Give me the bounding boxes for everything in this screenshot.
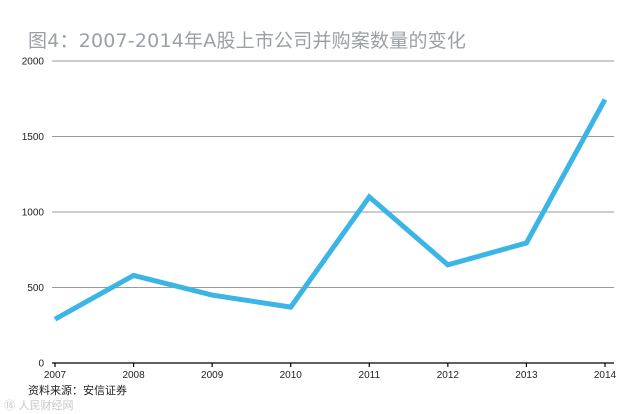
watermark: ⑱ 人民财经网 <box>4 399 74 412</box>
x-tick-label: 2012 <box>437 370 460 381</box>
x-tick-label: 2013 <box>515 370 538 381</box>
y-tick-label: 0 <box>38 359 44 370</box>
grid-lines <box>52 60 614 364</box>
series-layer <box>53 98 608 322</box>
x-tick-label: 2014 <box>594 370 617 381</box>
x-axis-ticks: 2007 2008 2009 2010 2011 2012 2013 2014 <box>44 363 617 381</box>
source-note: 资料来源：安信证券 <box>28 384 127 397</box>
x-tick-label: 2010 <box>280 370 303 381</box>
series-line-0 <box>53 98 608 322</box>
y-tick-label: 500 <box>27 283 44 294</box>
x-tick-label: 2011 <box>359 370 381 381</box>
y-tick-label: 1000 <box>22 208 45 219</box>
y-tick-label: 1500 <box>22 132 45 143</box>
x-tick-label: 2008 <box>122 370 145 381</box>
y-axis-ticks: 0 500 1000 1500 2000 <box>22 57 45 370</box>
x-tick-label: 2009 <box>201 370 224 381</box>
chart-title: 图4：2007-2014年A股上市公司并购案数量的变化 <box>28 30 467 52</box>
x-tick-label: 2007 <box>44 370 67 381</box>
y-tick-label: 2000 <box>22 57 45 68</box>
